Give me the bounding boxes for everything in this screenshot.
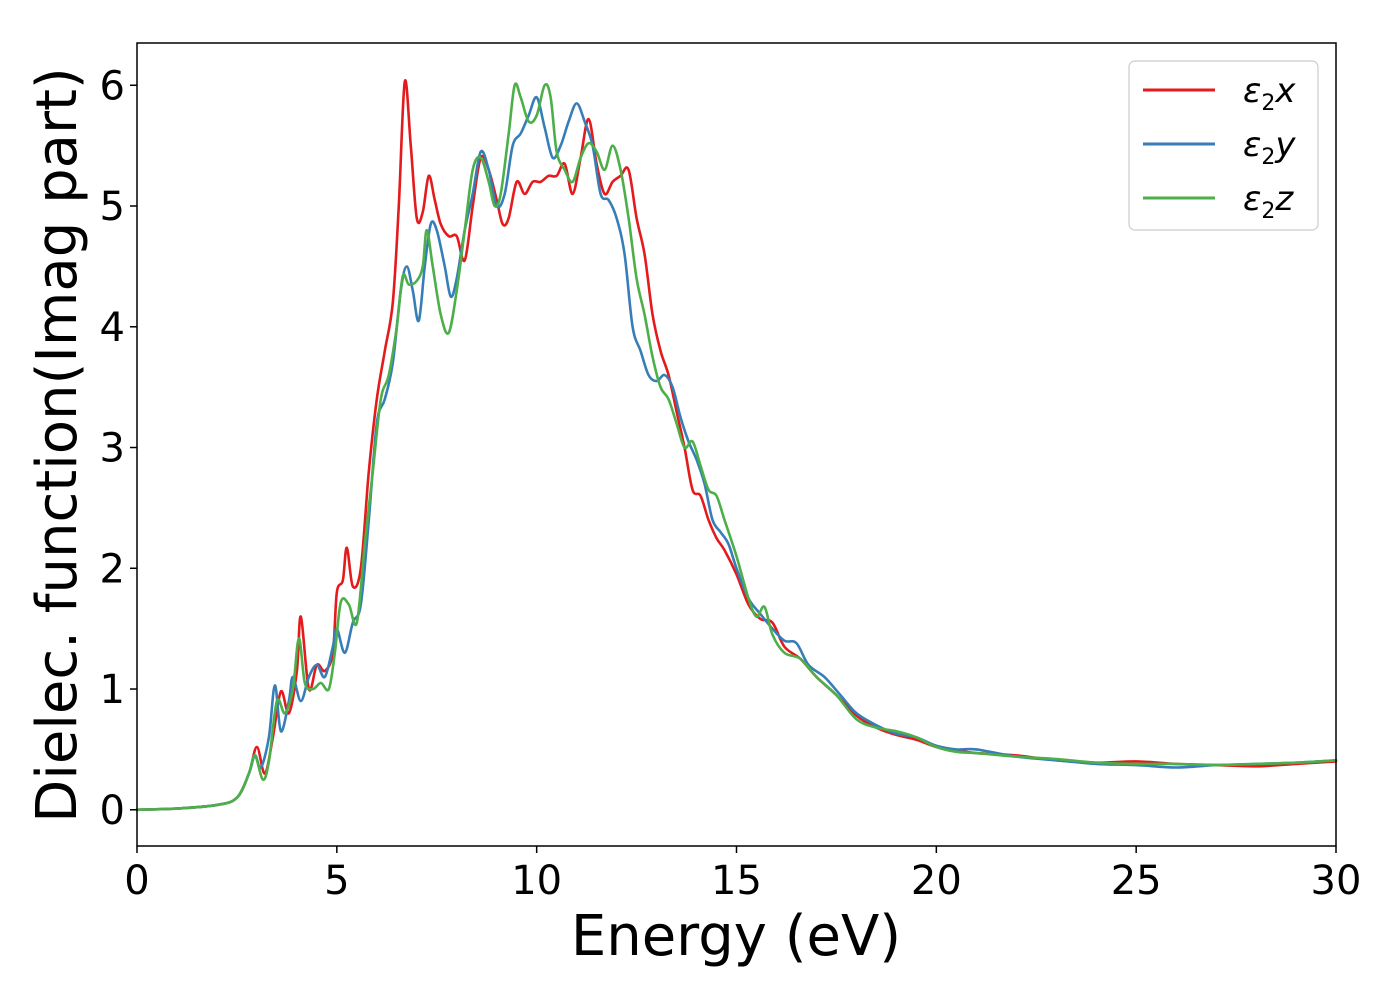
legend-label-z: ε2z xyxy=(1243,179,1294,224)
x-tick-label: 20 xyxy=(911,858,962,904)
legend-label-y: ε2y xyxy=(1243,125,1296,170)
x-tick-label: 0 xyxy=(124,858,149,904)
x-tick-label: 15 xyxy=(711,858,762,904)
y-tick-label: 6 xyxy=(100,63,125,109)
legend: ε2x ε2y ε2z xyxy=(1128,60,1319,231)
series-line-z xyxy=(135,82,1338,812)
y-axis: 0 1 2 3 4 5 6 xyxy=(100,63,137,834)
legend-box xyxy=(1128,60,1319,231)
y-tick-label: 2 xyxy=(100,546,125,592)
y-tick-label: 5 xyxy=(100,184,125,230)
x-axis-title: Energy (eV) xyxy=(571,904,901,969)
x-tick-label: 30 xyxy=(1311,858,1362,904)
y-tick-label: 3 xyxy=(100,426,125,472)
y-tick-label: 0 xyxy=(100,788,125,834)
legend-label-x: ε2x xyxy=(1243,71,1296,116)
x-tick-label: 5 xyxy=(324,858,349,904)
y-tick-label: 1 xyxy=(100,667,125,713)
y-tick-label: 4 xyxy=(100,305,125,351)
series-line-y xyxy=(135,95,1338,812)
y-axis-title: Dielec. function(Imag part) xyxy=(25,67,90,823)
x-tick-label: 25 xyxy=(1111,858,1162,904)
x-axis: 0 5 10 15 20 25 30 xyxy=(124,846,1361,904)
series-layer xyxy=(135,79,1338,812)
x-tick-label: 10 xyxy=(511,858,562,904)
